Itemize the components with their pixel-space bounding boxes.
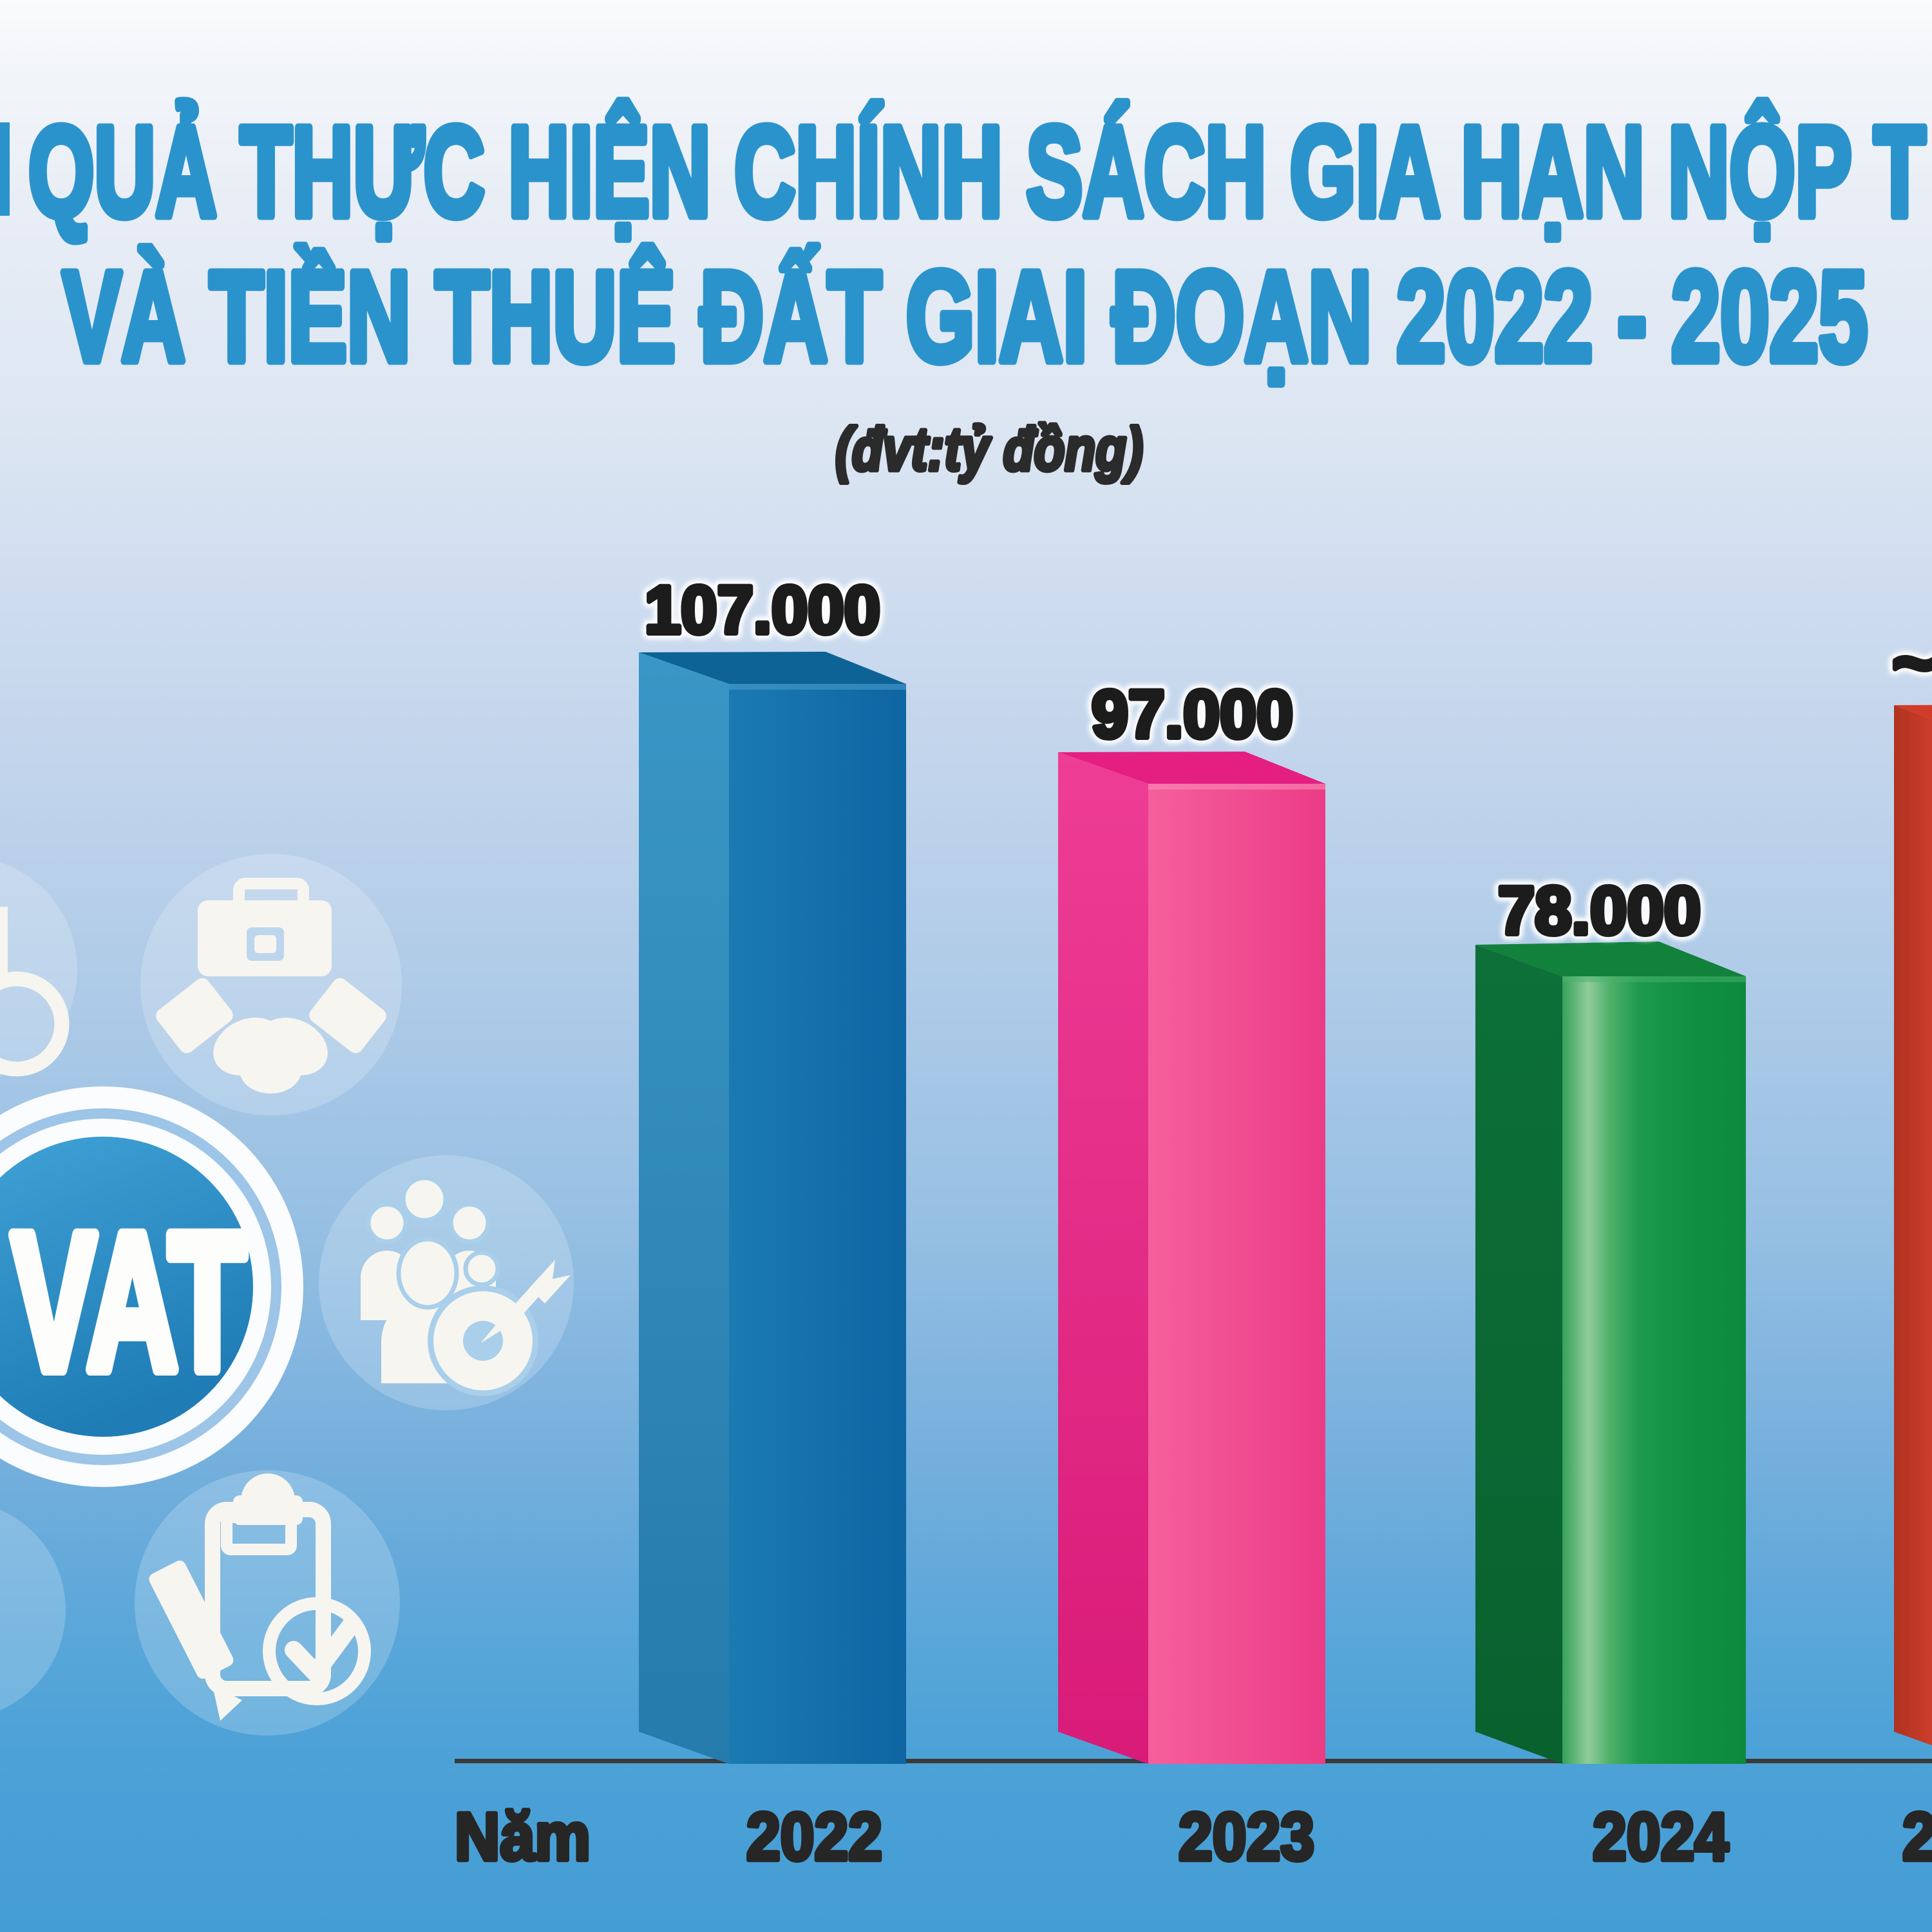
svg-text:107.000: 107.000	[645, 573, 880, 648]
svg-text:78.000: 78.000	[1498, 873, 1701, 949]
svg-text:107.000: 107.000	[645, 573, 880, 648]
svg-text:2023: 2023	[1179, 1799, 1314, 1875]
svg-text:78.000: 78.000	[1498, 873, 1701, 949]
svg-text:97.000: 97.000	[1092, 677, 1293, 752]
svg-text:QUẢ THỰC HIỆN CHÍNH SÁCH GIA H: QUẢ THỰC HIỆN CHÍNH SÁCH GIA HẠN NỘP T	[28, 100, 1926, 243]
svg-text:(đvt:tỷ đồng): (đvt:tỷ đồng)	[835, 415, 1143, 484]
svg-text:VAT: VAT	[12, 1193, 246, 1411]
svg-text:VÀ TIỀN THUÊ ĐẤT GIAI ĐOẠN 202: VÀ TIỀN THUÊ ĐẤT GIAI ĐOẠN 2022 - 2025	[62, 245, 1868, 388]
svg-text:2025: 2025	[1902, 1799, 1932, 1875]
svg-text:97.000: 97.000	[1092, 677, 1293, 752]
svg-text:2022: 2022	[746, 1799, 882, 1875]
svg-text:Năm: Năm	[455, 1799, 591, 1875]
svg-text:2024: 2024	[1593, 1799, 1728, 1875]
svg-text:~1: ~1	[1892, 620, 1932, 706]
svg-text:~1: ~1	[1892, 620, 1932, 706]
